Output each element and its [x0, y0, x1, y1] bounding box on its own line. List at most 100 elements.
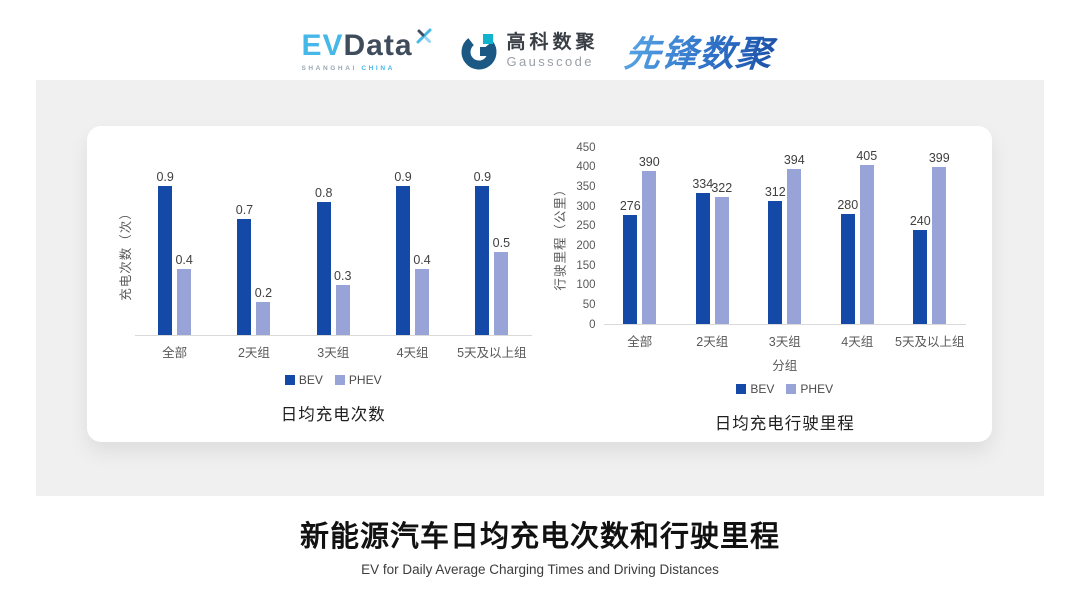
- bar-bev: [913, 230, 928, 324]
- category-axis: 全部 2天组 3天组 4天组 5天及以上组: [135, 336, 532, 361]
- bar-phev: [415, 269, 430, 335]
- y-axis-label-column: 充电次数（次）: [113, 170, 135, 336]
- bar-with-label: 0.9: [473, 169, 492, 335]
- y-tick-label: 100: [576, 279, 596, 292]
- y-tick-label: 200: [576, 239, 596, 252]
- bar-with-label: 394: [784, 153, 805, 324]
- chart-body: 行驶里程（公里） 0 50 100 150 200 250 300 350 400 450 276 39…: [548, 142, 967, 434]
- bar-phev: [642, 171, 657, 324]
- y-tick-label: 250: [576, 220, 596, 233]
- bar-with-label: 0.9: [394, 170, 412, 335]
- bar-bev: [623, 215, 638, 324]
- category-label: 3天组: [768, 335, 801, 349]
- category-label: 5天及以上组: [895, 335, 965, 349]
- sparkle-icon: [416, 28, 432, 43]
- legend-label: BEV: [298, 373, 323, 387]
- logo-gausscode: 高科数聚 Gausscode: [459, 31, 599, 71]
- bar-group: 312 394: [749, 148, 822, 324]
- bar-group: 280 405: [821, 148, 894, 324]
- bar-with-label: 0.3: [334, 269, 351, 335]
- header-logos: EV Data SHANGHAI CHINA 高科数聚 Gausscode 先锋数…: [0, 0, 1080, 80]
- legend-item: PHEV: [334, 373, 382, 387]
- footer: 新能源汽车日均充电次数和行驶里程 EV for Daily Average Ch…: [0, 513, 1080, 577]
- chart-title: 日均充电次数: [280, 406, 386, 424]
- gausscode-chinese-text: 高科数聚: [506, 32, 599, 54]
- bar-value-label: 322: [711, 180, 733, 195]
- bar-with-label: 280: [837, 198, 858, 324]
- evdata-data-text: Data: [343, 28, 413, 62]
- page-title: 新能源汽车日均充电次数和行驶里程: [299, 521, 780, 553]
- plot-area: 0.9 0.4 0.7 0.2 0.8 0.3 0.9 0.4 0.9 0.5: [135, 170, 532, 336]
- bar-bev: [237, 219, 252, 335]
- bar-with-label: 240: [910, 214, 931, 324]
- bar-group: 334 322: [676, 148, 749, 324]
- y-axis-label-column: 行驶里程（公里）: [548, 148, 570, 325]
- bar-bev: [475, 186, 490, 335]
- evdata-subtitle: SHANGHAI CHINA: [301, 65, 394, 72]
- bar-group: 0.8 0.3: [294, 170, 373, 335]
- legend-item: BEV: [736, 382, 774, 396]
- y-tick-label: 300: [576, 200, 596, 213]
- bar-phev: [494, 252, 509, 335]
- logo-evdata: EV Data SHANGHAI CHINA: [301, 28, 432, 72]
- logo-xianfeng: 先锋数聚: [622, 25, 781, 77]
- gausscode-english-text: Gausscode: [506, 54, 594, 70]
- bar-with-label: 0.4: [413, 252, 431, 335]
- bar-group: 0.9 0.5: [452, 170, 531, 335]
- bar-with-label: 312: [765, 185, 786, 324]
- y-axis-label: 充电次数（次）: [118, 205, 133, 301]
- evdata-china-text: CHINA: [361, 64, 395, 72]
- bar-phev: [714, 197, 729, 324]
- bar-group: 240 399: [894, 148, 967, 324]
- x-axis-label: 分组: [772, 359, 798, 373]
- y-tick-label: 50: [582, 298, 596, 311]
- bar-with-label: 399: [929, 151, 950, 324]
- bar-phev: [335, 285, 350, 335]
- y-axis-label: 行驶里程（公里）: [553, 182, 568, 291]
- gray-panel: 充电次数（次） 0.9 0.4 0.7 0.2 0.8 0.3 0.9 0.4 0.9 0.5 全部 2…: [36, 80, 1044, 496]
- plot-area: 276 390 334 322 312 394 280 405 240 399: [603, 148, 967, 325]
- bar-bev: [316, 202, 331, 335]
- bar-value-label: 0.4: [175, 252, 193, 267]
- gausscode-g-icon: [461, 34, 497, 70]
- legend-swatch: [786, 384, 797, 394]
- category-label: 4天组: [396, 346, 429, 360]
- bar-phev: [177, 269, 192, 335]
- bar-value-label: 0.7: [235, 202, 254, 217]
- chart-daily-charging-times: 充电次数（次） 0.9 0.4 0.7 0.2 0.8 0.3 0.9 0.4 0.9 0.5 全部 2…: [113, 170, 532, 442]
- bar-phev: [256, 302, 271, 335]
- y-tick-label: 400: [576, 161, 596, 174]
- bar-phev: [787, 169, 802, 324]
- category-label: 全部: [627, 335, 653, 349]
- bar-bev: [158, 186, 173, 335]
- bar-value-label: 405: [856, 148, 878, 163]
- y-tick-label: 350: [576, 180, 596, 193]
- bar-with-label: 0.5: [493, 236, 510, 335]
- bar-bev: [396, 186, 411, 335]
- category-label: 3天组: [317, 346, 350, 360]
- legend-label: PHEV: [348, 373, 382, 387]
- bar-phev: [859, 165, 874, 324]
- chart-title: 日均充电行驶里程: [714, 415, 855, 433]
- bar-group: 276 390: [604, 148, 677, 324]
- bar-value-label: 0.4: [413, 252, 431, 267]
- bar-value-label: 0.9: [473, 169, 492, 184]
- legend: BEV PHEV: [604, 382, 967, 396]
- bar-group: 0.7 0.2: [214, 170, 293, 335]
- bar-with-label: 0.7: [235, 202, 254, 335]
- bar-with-label: 405: [856, 149, 877, 324]
- bar-value-label: 276: [619, 198, 641, 213]
- plot-column: 276 390 334 322 312 394 280 405 240 399 全部 2天组 3天组 4天…: [603, 148, 967, 434]
- legend-label: BEV: [750, 382, 775, 396]
- chart-daily-driving-distance: 行驶里程（公里） 0 50 100 150 200 250 300 350 400 450 276 39…: [548, 142, 967, 442]
- category-label: 全部: [162, 346, 188, 360]
- bar-group: 0.9 0.4: [135, 170, 214, 335]
- evdata-shanghai-text: SHANGHAI: [301, 64, 357, 72]
- category-label: 2天组: [696, 335, 729, 349]
- bar-value-label: 240: [909, 213, 931, 228]
- bar-with-label: 0.4: [175, 252, 193, 335]
- evdata-wordmark: EV Data: [301, 28, 432, 62]
- bar-group: 0.9 0.4: [373, 170, 452, 335]
- category-label: 2天组: [237, 346, 270, 360]
- bar-value-label: 394: [783, 152, 805, 167]
